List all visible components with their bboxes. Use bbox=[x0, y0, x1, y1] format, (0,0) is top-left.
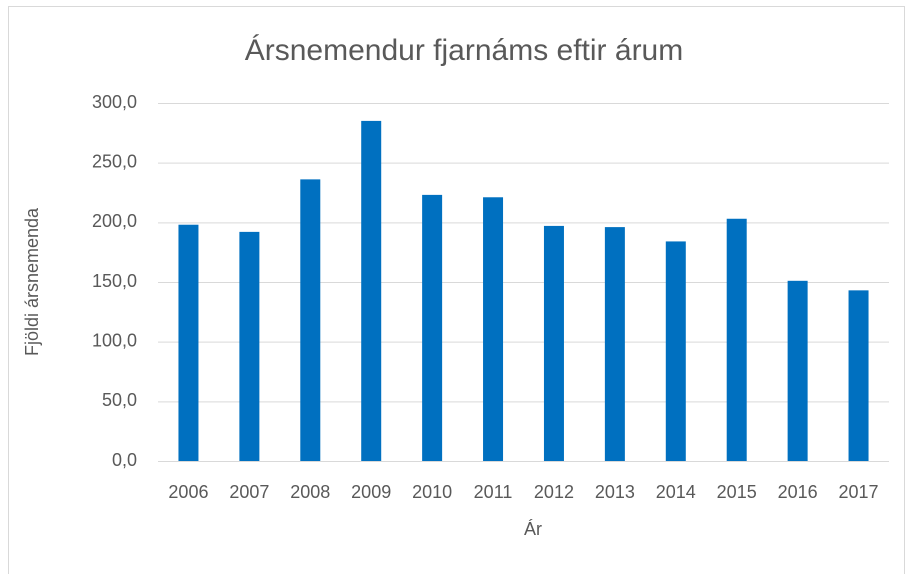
x-tick-label: 2015 bbox=[717, 482, 757, 502]
x-tick-label: 2011 bbox=[474, 482, 513, 502]
y-tick-label: 50,0 bbox=[102, 390, 137, 410]
bar bbox=[483, 197, 504, 462]
bar bbox=[300, 179, 321, 461]
chart-border bbox=[8, 6, 905, 574]
y-tick-label: 150,0 bbox=[92, 271, 137, 291]
x-tick-label: 2017 bbox=[839, 482, 879, 502]
y-tick-label: 300,0 bbox=[92, 92, 137, 112]
x-tick-label: 2016 bbox=[778, 482, 818, 502]
bar bbox=[422, 194, 443, 462]
bar bbox=[726, 218, 747, 461]
y-tick-label: 0,0 bbox=[112, 450, 137, 470]
y-tick-label: 200,0 bbox=[92, 211, 137, 231]
x-axis-label: Ár bbox=[524, 519, 542, 539]
y-tick-label: 100,0 bbox=[92, 330, 137, 350]
x-tick-label: 2014 bbox=[656, 482, 696, 502]
y-axis-label: Fjöldi ársnemenda bbox=[22, 207, 42, 356]
bar bbox=[848, 290, 869, 461]
bar bbox=[787, 280, 808, 461]
bar bbox=[604, 227, 625, 461]
bar bbox=[665, 241, 686, 461]
chart-title: Ársnemendur fjarnáms eftir árum bbox=[245, 34, 684, 67]
x-tick-label: 2010 bbox=[412, 482, 452, 502]
bar bbox=[543, 225, 564, 461]
x-tick-label: 2008 bbox=[290, 482, 330, 502]
x-tick-label: 2013 bbox=[595, 482, 635, 502]
x-tick-label: 2007 bbox=[229, 482, 269, 502]
x-tick-label: 2006 bbox=[168, 482, 208, 502]
y-tick-label: 250,0 bbox=[92, 151, 137, 171]
bar bbox=[178, 224, 199, 461]
bar bbox=[239, 231, 260, 461]
bar bbox=[361, 120, 382, 462]
x-tick-label: 2012 bbox=[534, 482, 574, 502]
x-tick-label: 2009 bbox=[351, 482, 391, 502]
